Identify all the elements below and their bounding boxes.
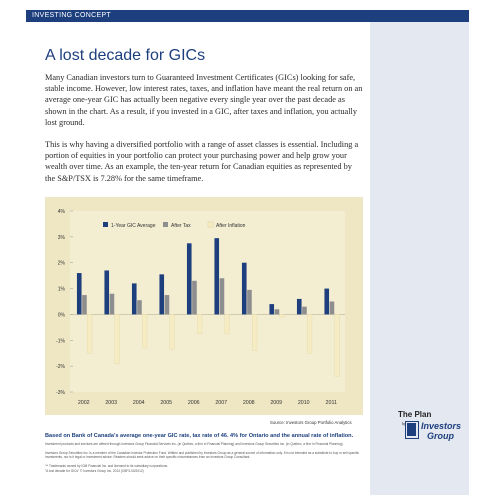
after-inflation-bar [334,314,340,377]
legend-swatch [103,222,108,227]
after-inflation-bar [142,314,148,349]
y-tick-label: 1% [58,287,66,293]
x-tick-label: 2009 [270,400,282,406]
intro-paragraph: Many Canadian investors turn to Guarante… [45,73,363,127]
gic-average-bar [269,304,275,315]
x-tick-label: 2003 [105,400,117,406]
x-tick-label: 2004 [133,400,145,406]
y-tick-label: -3% [56,390,65,396]
legend-label: After Inflation [216,223,246,229]
fine-print-line-3: ™ Trademarks owned by IGM Financial Inc.… [45,464,168,468]
x-tick-label: 2010 [298,400,310,406]
after-inflation-bar [224,314,230,335]
diversification-paragraph: This is why having a diversified portfol… [45,140,359,183]
after-inflation-bar [114,314,120,364]
legend-label: 1-Year GIC Average [111,223,156,229]
after-tax-bar [82,295,87,315]
legend-swatch [207,221,214,228]
after-inflation-bar [197,314,203,335]
y-tick-label: 3% [58,235,66,241]
article-title: A lost decade for GICs [45,47,206,64]
after-tax-bar [109,293,115,315]
after-tax-bar [219,278,225,315]
y-tick-label: -2% [56,364,65,370]
gic-average-bar [214,238,220,315]
after-inflation-bar [279,314,285,318]
legend-label: After Tax [171,223,191,229]
logo-wordmark-line-1: Investors [421,421,462,431]
after-tax-bar [302,306,307,315]
x-tick-label: 2005 [160,400,172,406]
x-tick-label: 2006 [188,400,200,406]
sidebar-panel [370,22,469,495]
gic-chart-svg: -3% -2% -1% 0% 1% 2% 3% 4% 2002 2003 2004 2005 2006 2… [56,209,345,406]
gic-average-bar [104,270,110,315]
after-inflation-bar [87,314,93,354]
x-tick-label: 2011 [326,400,337,406]
section-header: INVESTING CONCEPT [26,10,469,22]
after-tax-bar [192,280,197,315]
after-tax-bar [137,300,142,315]
chart-footnote: Based on Bank of Canada's average one-ye… [45,433,354,439]
gic-average-bar [186,243,192,315]
y-tick-label: 0% [58,312,66,318]
gic-average-bar [241,262,247,315]
after-tax-bar [164,295,170,315]
x-tick-label: 2008 [243,400,255,406]
gic-average-bar [131,283,137,315]
brand-by: by [402,421,406,426]
gic-average-bar [159,274,165,315]
x-tick-label: 2007 [215,400,227,406]
after-inflation-bar [252,314,258,351]
gic-average-bar [296,298,302,315]
legend-swatch [163,222,168,227]
gic-average-bar [324,288,330,315]
after-tax-bar [274,309,280,315]
logo-wordmark-line-2: Group [427,431,454,441]
chart-source-note: Source: Investors Group Portfolio Analyt… [270,420,352,425]
after-tax-bar [247,289,252,315]
brand-tagline: The Plan [398,410,432,419]
fine-print-line-1: Investment products and services are off… [45,442,344,446]
y-tick-label: 2% [58,261,66,267]
gic-chart: -3% -2% -1% 0% 1% 2% 3% 4% 2002 2003 2004 2005 2006 2… [45,197,363,415]
x-tick-label: 2002 [78,400,90,406]
fine-print-line-2: Investors Group Securities Inc. is a mem… [45,451,360,459]
investors-group-logo-icon [405,421,419,439]
fine-print-line-4: "A lost decade for GICs" © Investors Gro… [45,469,144,473]
after-inflation-bar [307,314,313,354]
y-tick-label: 4% [58,209,66,215]
investors-group-logo-mark-icon [407,423,416,436]
after-tax-bar [329,301,335,315]
y-tick-label: -1% [56,338,65,344]
gic-average-bar [76,273,82,315]
after-inflation-bar [169,314,175,350]
